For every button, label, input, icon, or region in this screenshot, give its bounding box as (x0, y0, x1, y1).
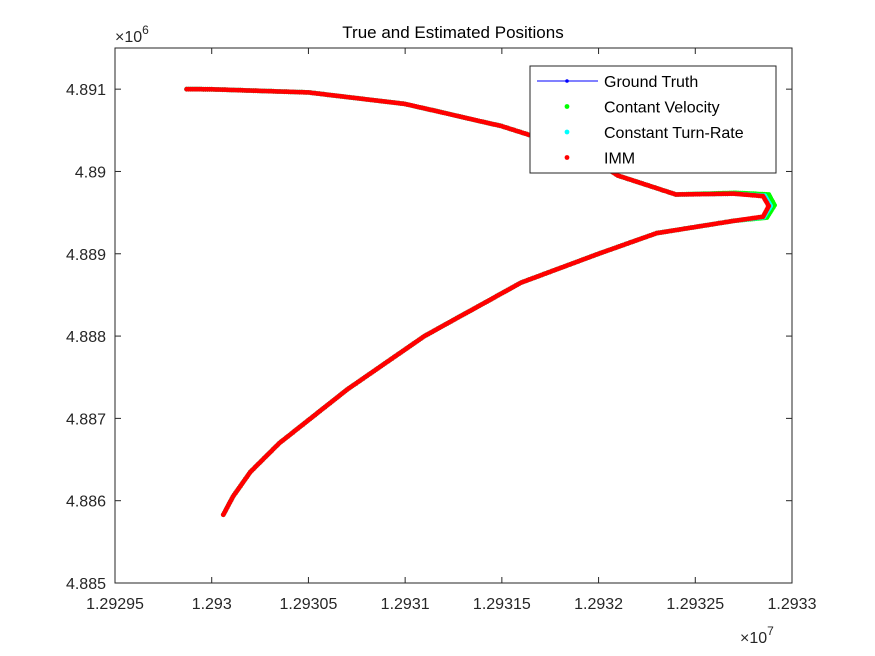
series-layer (184, 86, 777, 518)
x-tick-label: 1.29305 (280, 596, 338, 613)
legend-entry: IMM (564, 151, 635, 168)
x-tick-label: 1.2933 (768, 596, 817, 613)
series-point (220, 512, 226, 518)
x-axis-ticks: 1.29295 1.293 1.29305 1.2931 1.29315 1.2932 1.… (86, 48, 817, 613)
x-tick-label: 1.2932 (574, 596, 623, 613)
legend-entry: Contant Velocity (564, 100, 720, 117)
plot-frame (114, 47, 793, 584)
legend-marker (564, 104, 570, 109)
x-exponent-label: ×107 (740, 624, 774, 647)
series-imm (184, 86, 772, 518)
y-axis-ticks: 4.885 4.886 4.887 4.888 4.889 4.89 4.891 (66, 82, 792, 593)
legend-marker (564, 155, 570, 160)
legend-label: Ground Truth (604, 74, 698, 91)
legend-marker (565, 79, 569, 83)
chart-title: True and Estimated Positions (342, 23, 563, 42)
legend-entry: Constant Turn-Rate (564, 125, 744, 142)
x-tick-label: 1.2931 (381, 596, 430, 613)
y-tick-label: 4.889 (66, 247, 106, 264)
x-tick-label: 1.293 (192, 596, 232, 613)
legend-marker (564, 129, 570, 135)
legend-label: IMM (604, 151, 635, 168)
y-tick-label: 4.886 (66, 494, 106, 511)
y-tick-label: 4.887 (66, 411, 106, 428)
x-tick-label: 1.29295 (86, 596, 144, 613)
y-tick-label: 4.891 (66, 82, 106, 99)
y-exponent-label: ×106 (115, 23, 149, 46)
legend-entry: Ground Truth (537, 74, 698, 91)
x-tick-label: 1.29325 (666, 596, 724, 613)
legend-label: Constant Turn-Rate (604, 125, 744, 142)
y-tick-label: 4.885 (66, 576, 106, 593)
legend-label: Contant Velocity (604, 100, 720, 117)
y-tick-label: 4.888 (66, 329, 106, 346)
y-tick-label: 4.89 (75, 164, 106, 181)
legend-box (529, 65, 777, 174)
x-tick-label: 1.29315 (473, 596, 531, 613)
legend: Ground Truth Contant Velocity Constant Tur… (529, 65, 777, 174)
